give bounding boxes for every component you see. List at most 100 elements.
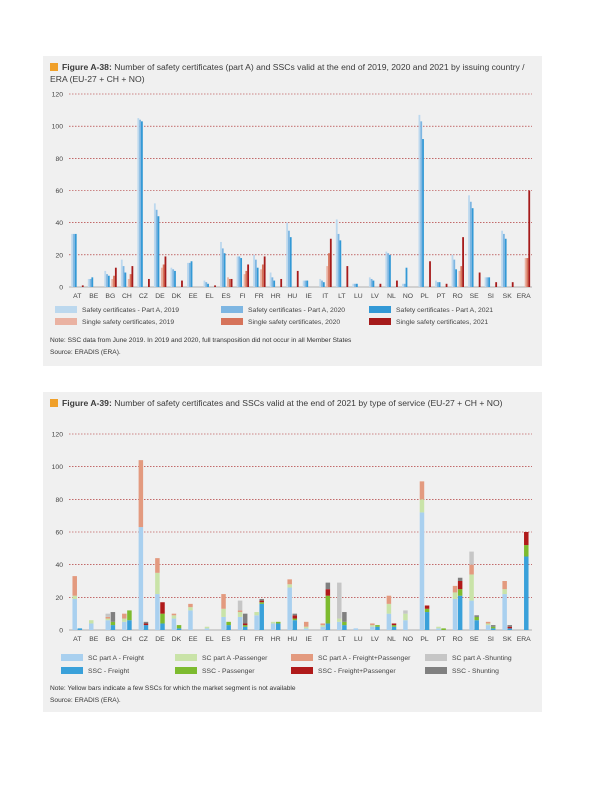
bar xyxy=(478,272,481,287)
legend-swatch xyxy=(425,667,447,674)
bar-segment xyxy=(287,579,292,585)
bar-segment xyxy=(237,610,243,613)
legend-label: SSC - Freight+Passenger xyxy=(318,668,396,675)
bar-segment xyxy=(303,626,309,629)
bar-segment xyxy=(474,615,479,617)
x-tick-label: LU xyxy=(354,636,363,643)
legend-label: Single safety certificates, 2021 xyxy=(396,319,489,326)
x-tick-label: PT xyxy=(437,636,446,643)
bar xyxy=(329,238,332,287)
bar-segment xyxy=(171,615,177,619)
bar xyxy=(174,270,176,287)
bar xyxy=(302,280,305,287)
legend-item: SC part A -Shunting xyxy=(425,654,512,662)
y-tick-label: 120 xyxy=(52,432,64,439)
bar xyxy=(418,114,421,288)
bar xyxy=(114,267,117,287)
bar-segment xyxy=(485,621,491,624)
bar xyxy=(352,283,355,287)
bar-segment xyxy=(469,574,474,601)
bar-segment xyxy=(524,556,529,630)
bar xyxy=(214,285,216,287)
x-tick-label: LT xyxy=(338,636,345,643)
bar xyxy=(328,253,330,287)
bar-segment xyxy=(259,603,264,630)
bar xyxy=(286,222,289,287)
bar-segment xyxy=(457,581,463,590)
bar-segment xyxy=(176,625,182,629)
bar-segment xyxy=(254,615,259,630)
bar xyxy=(511,282,514,287)
bar xyxy=(227,277,229,287)
bar-segment xyxy=(270,623,276,630)
bar-segment xyxy=(72,595,77,599)
bar xyxy=(354,283,356,287)
y-tick-label: 80 xyxy=(55,156,63,163)
bar-segment xyxy=(105,616,111,619)
bar xyxy=(129,274,132,287)
bar-segment xyxy=(287,587,292,630)
legend-item: Safety certificates - Part A, 2019 xyxy=(55,306,179,314)
bar-segment xyxy=(452,598,458,630)
legend-swatch xyxy=(221,306,243,313)
bar-segment xyxy=(325,595,331,624)
x-tick-label: EE xyxy=(188,293,198,300)
x-tick-label: ERA xyxy=(517,293,531,300)
x-tick-label: FR xyxy=(255,636,264,643)
x-tick-label: FI xyxy=(240,636,246,643)
bar xyxy=(486,277,489,287)
bar xyxy=(469,201,472,287)
legend-swatch xyxy=(55,306,77,313)
x-tick-label: DE xyxy=(155,293,165,300)
bar xyxy=(254,259,257,287)
legend-item: SC part A - Freight xyxy=(61,654,144,662)
bar-segment xyxy=(155,558,160,573)
bar-segment xyxy=(188,610,193,630)
bar xyxy=(528,190,531,287)
bar xyxy=(401,283,404,287)
bar-segment xyxy=(419,499,425,513)
bar-segment xyxy=(171,618,177,630)
bar xyxy=(139,119,142,287)
bar-segment xyxy=(226,621,231,626)
legend-label: Safety certificates - Part A, 2019 xyxy=(82,307,180,314)
bar-segment xyxy=(127,610,132,621)
bar xyxy=(436,282,439,287)
figure-a38-panel: Figure A-38: Number of safety certificat… xyxy=(43,56,542,366)
bar xyxy=(304,280,307,287)
x-tick-label: HU xyxy=(287,636,297,643)
x-tick-label: BG xyxy=(105,636,115,643)
figure-a39-title-text: Number of safety certificates and SSCs v… xyxy=(114,398,503,408)
bar-segment xyxy=(242,626,248,630)
bar-segment xyxy=(242,623,248,626)
x-tick-label: IT xyxy=(322,293,328,300)
bar-segment xyxy=(337,582,342,619)
y-tick-label: 0 xyxy=(59,628,63,635)
x-tick-label: SI xyxy=(487,293,494,300)
bar-segment xyxy=(457,589,463,596)
legend-swatch xyxy=(369,306,391,313)
x-tick-label: ES xyxy=(222,293,232,300)
legend-label: SC part A - Freight+Passenger xyxy=(318,655,411,662)
bar-segment xyxy=(270,621,276,624)
bar-segment xyxy=(292,613,298,616)
bar xyxy=(355,283,358,287)
bar xyxy=(387,253,390,287)
bar xyxy=(87,278,90,287)
x-tick-label: SE xyxy=(470,293,480,300)
bar-segment xyxy=(275,621,281,624)
bar-segment xyxy=(226,625,231,630)
bar-segment xyxy=(386,613,392,630)
bar-segment xyxy=(259,602,264,604)
figure-a38-note: Note: SSC data from June 2019. In 2019 a… xyxy=(50,337,352,344)
y-tick-label: 0 xyxy=(59,285,63,292)
x-tick-label: HR xyxy=(271,293,281,300)
bar xyxy=(247,264,250,287)
bar-segment xyxy=(502,589,507,595)
bar-segment xyxy=(457,577,463,581)
figure-a39-title: Figure A-39: Number of safety certificat… xyxy=(50,398,534,410)
x-tick-label: SK xyxy=(503,636,513,643)
figure-a39-note: Note: Yellow bars indicate a few SSCs fo… xyxy=(50,685,296,692)
legend-item: Safety certificates - Part A, 2020 xyxy=(221,306,345,314)
bar-segment xyxy=(320,625,326,627)
